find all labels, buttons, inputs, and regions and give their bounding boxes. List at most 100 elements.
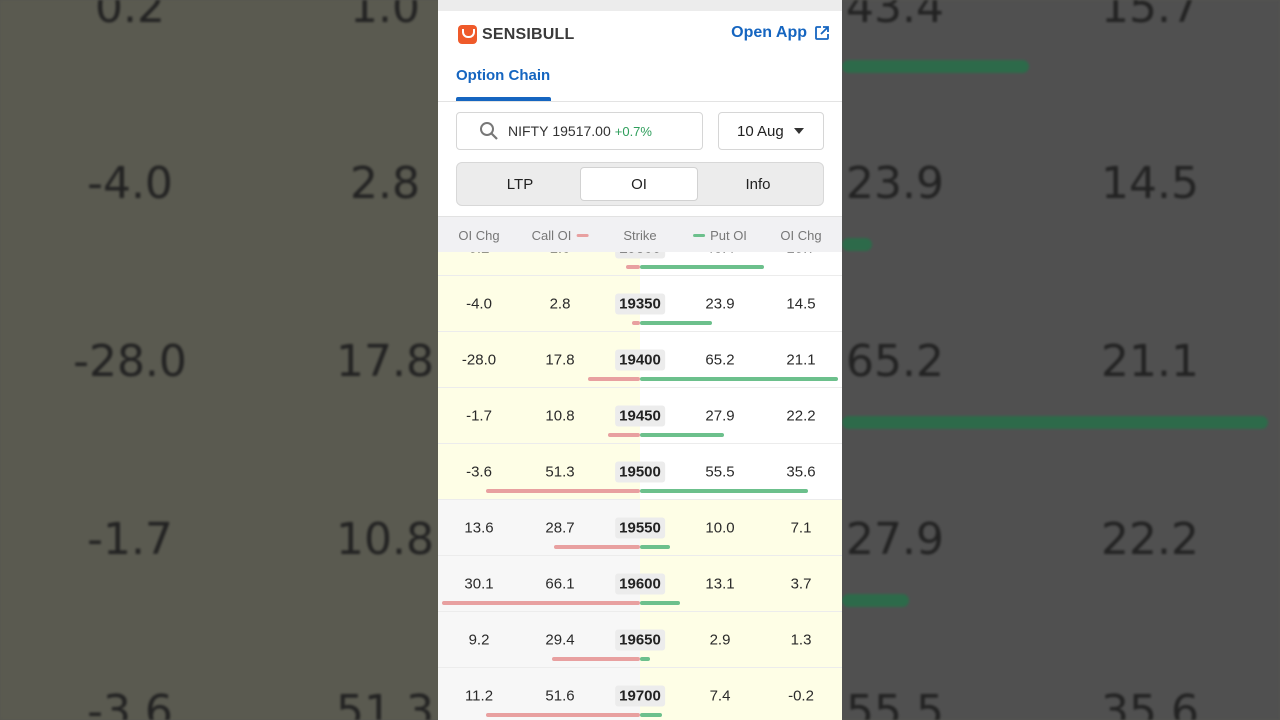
header-divider — [438, 101, 842, 102]
background-number: 17.8 — [336, 336, 434, 387]
table-row[interactable]: -4.0 2.8 23.9 14.5 19350 — [438, 276, 842, 332]
background-number: -4.0 — [87, 158, 173, 209]
search-price: 19517.00 — [552, 123, 611, 139]
put-oi-chg: 21.1 — [786, 351, 816, 369]
call-side — [438, 668, 640, 720]
put-oi-bar — [640, 377, 838, 381]
strike-price: 19500 — [615, 461, 665, 483]
put-oi-chg: 3.7 — [790, 575, 812, 593]
header-strike: Strike — [623, 227, 657, 243]
call-oi-bar — [486, 713, 640, 717]
put-oi: 23.9 — [705, 295, 735, 313]
call-oi: 17.8 — [545, 351, 575, 369]
expiry-select[interactable]: 10 Aug — [718, 112, 824, 150]
brand-name: SENSIBULL — [482, 25, 575, 43]
background-number: 65.2 — [846, 336, 944, 387]
table-row[interactable]: 0.2 1.0 43.4 15.7 19300 — [438, 252, 842, 276]
table-row[interactable]: 13.6 28.7 10.0 7.1 19550 — [438, 500, 842, 556]
put-oi: 43.4 — [705, 252, 734, 257]
segment-oi[interactable]: OI — [580, 167, 698, 201]
put-oi-bar — [640, 601, 680, 605]
tab-option-chain[interactable]: Option Chain — [456, 67, 551, 84]
background-number: 51.3 — [336, 686, 434, 720]
put-oi-chg: 1.3 — [790, 631, 812, 649]
header-put-oi: Put OI — [693, 217, 747, 253]
call-oi: 51.6 — [545, 687, 575, 705]
call-side — [438, 276, 640, 331]
call-side — [438, 252, 640, 275]
background-right-panel — [840, 0, 1280, 720]
put-side — [640, 668, 842, 720]
search-symbol: NIFTY — [508, 123, 549, 139]
call-oi-bar — [626, 265, 640, 269]
external-link-icon — [815, 26, 829, 40]
put-oi: 10.0 — [705, 519, 735, 537]
call-oi-bar — [486, 489, 640, 493]
background-bar — [842, 60, 1029, 73]
table-row[interactable]: -28.0 17.8 65.2 21.1 19400 — [438, 332, 842, 388]
strike-price: 19400 — [615, 349, 665, 371]
put-oi-bar — [640, 545, 670, 549]
call-oi-chg: -28.0 — [461, 351, 497, 369]
put-oi-chg: 35.6 — [786, 463, 816, 481]
call-oi-chg: 13.6 — [464, 519, 494, 537]
call-oi-bar — [552, 657, 640, 661]
segment-ltp[interactable]: LTP — [506, 175, 534, 193]
background-left-panel — [0, 0, 440, 720]
background-number: 21.1 — [1101, 336, 1199, 387]
call-oi-chg: 11.2 — [464, 687, 494, 705]
header-call-oi-chg: OI Chg — [458, 227, 500, 243]
put-oi-chg: 7.1 — [790, 519, 812, 537]
symbol-search[interactable]: NIFTY 19517.00 +0.7% — [456, 112, 703, 150]
call-oi-bar — [442, 601, 640, 605]
view-segment-control: LTP OI Info — [456, 162, 824, 206]
status-strip — [438, 0, 842, 11]
put-oi: 13.1 — [705, 575, 735, 593]
table-row[interactable]: 30.1 66.1 13.1 3.7 19600 — [438, 556, 842, 612]
option-chain-table: 0.21.043.415.719300-4.02.823.914.519350-… — [438, 252, 842, 720]
put-oi: 27.9 — [705, 407, 735, 425]
table-header: OI Chg Call OI Strike Put OI OI Chg — [438, 216, 842, 253]
call-oi: 51.3 — [545, 463, 575, 481]
put-oi: 2.9 — [709, 631, 731, 649]
background-number: 15.7 — [1101, 0, 1199, 33]
call-legend-icon — [576, 233, 589, 237]
open-app-link[interactable]: Open App — [731, 24, 830, 42]
call-oi-chg: -1.7 — [466, 407, 492, 425]
call-oi-bar — [554, 545, 640, 549]
background-number: 43.4 — [846, 0, 944, 33]
call-oi-chg: 9.2 — [468, 631, 490, 649]
put-oi-bar — [640, 657, 650, 661]
put-oi-bar — [640, 265, 764, 269]
background-number: 55.5 — [846, 686, 944, 720]
call-oi: 66.1 — [545, 575, 575, 593]
segment-info[interactable]: Info — [745, 175, 771, 193]
call-oi-bar — [588, 377, 640, 381]
call-oi-chg: 0.2 — [469, 252, 490, 257]
put-oi: 65.2 — [705, 351, 735, 369]
background-number: 2.8 — [350, 158, 420, 209]
call-oi-bar — [608, 433, 640, 437]
table-row[interactable]: -1.7 10.8 27.9 22.2 19450 — [438, 388, 842, 444]
background-bar — [842, 416, 1268, 429]
background-number: 22.2 — [1101, 514, 1199, 565]
strike-price: 19600 — [615, 573, 665, 595]
put-oi-bar — [640, 713, 662, 717]
background-number: 23.9 — [846, 158, 944, 209]
table-row[interactable]: 9.2 29.4 2.9 1.3 19650 — [438, 612, 842, 668]
phone-screen: SENSIBULL Open App Option Chain NIFTY 19… — [438, 0, 842, 720]
background-bar — [842, 238, 872, 251]
strike-price: 19450 — [615, 405, 665, 427]
table-row[interactable]: -3.6 51.3 55.5 35.6 19500 — [438, 444, 842, 500]
table-row[interactable]: 11.2 51.6 7.4 -0.2 19700 — [438, 668, 842, 720]
put-oi: 55.5 — [705, 463, 735, 481]
call-oi-chg: 30.1 — [464, 575, 494, 593]
put-oi-chg: 22.2 — [786, 407, 816, 425]
call-oi-chg: -3.6 — [466, 463, 492, 481]
call-oi: 29.4 — [545, 631, 575, 649]
put-oi-chg: 14.5 — [786, 295, 816, 313]
strike-price: 19700 — [615, 685, 665, 707]
background-number: 35.6 — [1101, 686, 1199, 720]
put-side — [640, 612, 842, 667]
